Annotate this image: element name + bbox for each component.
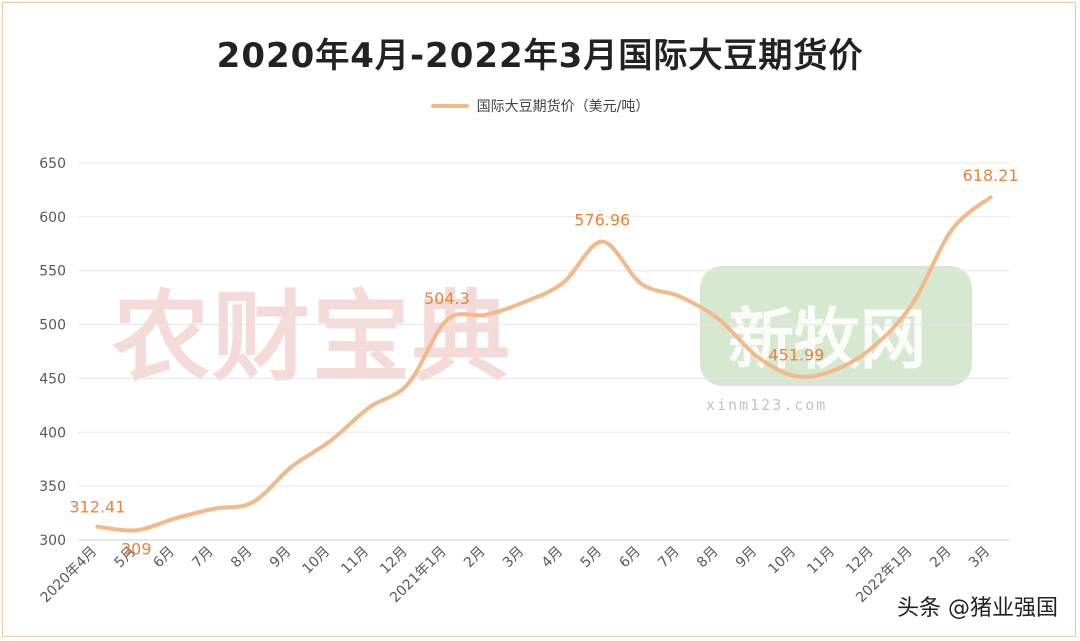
x-tick-label: 5月 bbox=[578, 544, 606, 572]
y-tick-label: 300 bbox=[39, 533, 66, 549]
x-tick-label: 7月 bbox=[655, 544, 683, 572]
watermark-url: xinm123.com bbox=[706, 396, 828, 414]
x-tick-label: 12月 bbox=[377, 544, 411, 578]
y-tick-label: 450 bbox=[39, 371, 66, 387]
x-tick-label: 10月 bbox=[765, 544, 799, 578]
y-tick-label: 600 bbox=[39, 210, 66, 226]
data-label: 309 bbox=[121, 539, 152, 558]
y-tick-label: 350 bbox=[39, 479, 66, 495]
x-tick-label: 6月 bbox=[616, 544, 644, 572]
x-tick-label: 8月 bbox=[694, 544, 722, 572]
x-tick-label: 11月 bbox=[338, 544, 372, 578]
y-tick-label: 500 bbox=[39, 318, 66, 334]
x-tick-label: 3月 bbox=[500, 544, 528, 572]
watermark-xinmu-badge bbox=[700, 266, 972, 386]
x-tick-label: 9月 bbox=[267, 544, 295, 572]
x-tick-label: 2月 bbox=[927, 544, 955, 572]
legend-label: 国际大豆期货价（美元/吨） bbox=[476, 99, 650, 115]
data-label: 576.96 bbox=[574, 211, 630, 230]
x-tick-label: 9月 bbox=[733, 544, 761, 572]
x-tick-label: 6月 bbox=[150, 544, 178, 572]
x-tick-label: 8月 bbox=[228, 544, 256, 572]
x-tick-label: 3月 bbox=[966, 544, 994, 572]
x-tick-label: 10月 bbox=[299, 544, 333, 578]
source-credit: 头条 @猪业强国 bbox=[897, 596, 1058, 621]
y-tick-label: 400 bbox=[39, 425, 66, 441]
x-tick-label: 2020年4月 bbox=[38, 544, 101, 607]
x-tick-label: 11月 bbox=[804, 544, 838, 578]
watermark-xinmu: 新牧网 bbox=[728, 301, 926, 378]
data-label: 312.41 bbox=[69, 498, 125, 517]
legend-swatch bbox=[430, 104, 469, 108]
data-label: 451.99 bbox=[768, 345, 824, 364]
x-tick-label: 2月 bbox=[461, 544, 489, 572]
legend: 国际大豆期货价（美元/吨） bbox=[0, 96, 1080, 116]
data-label: 504.3 bbox=[424, 289, 470, 308]
watermark-nongcai: 农财宝典 bbox=[112, 281, 513, 395]
y-tick-label: 650 bbox=[39, 156, 66, 172]
x-tick-label: 12月 bbox=[843, 544, 877, 578]
series-line bbox=[95, 195, 993, 533]
x-tick-label: 4月 bbox=[539, 544, 567, 572]
y-tick-label: 550 bbox=[39, 264, 66, 280]
x-tick-label: 7月 bbox=[189, 544, 217, 572]
data-label: 618.21 bbox=[963, 166, 1019, 185]
chart-title: 2020年4月-2022年3月国际大豆期货价 bbox=[216, 36, 864, 76]
